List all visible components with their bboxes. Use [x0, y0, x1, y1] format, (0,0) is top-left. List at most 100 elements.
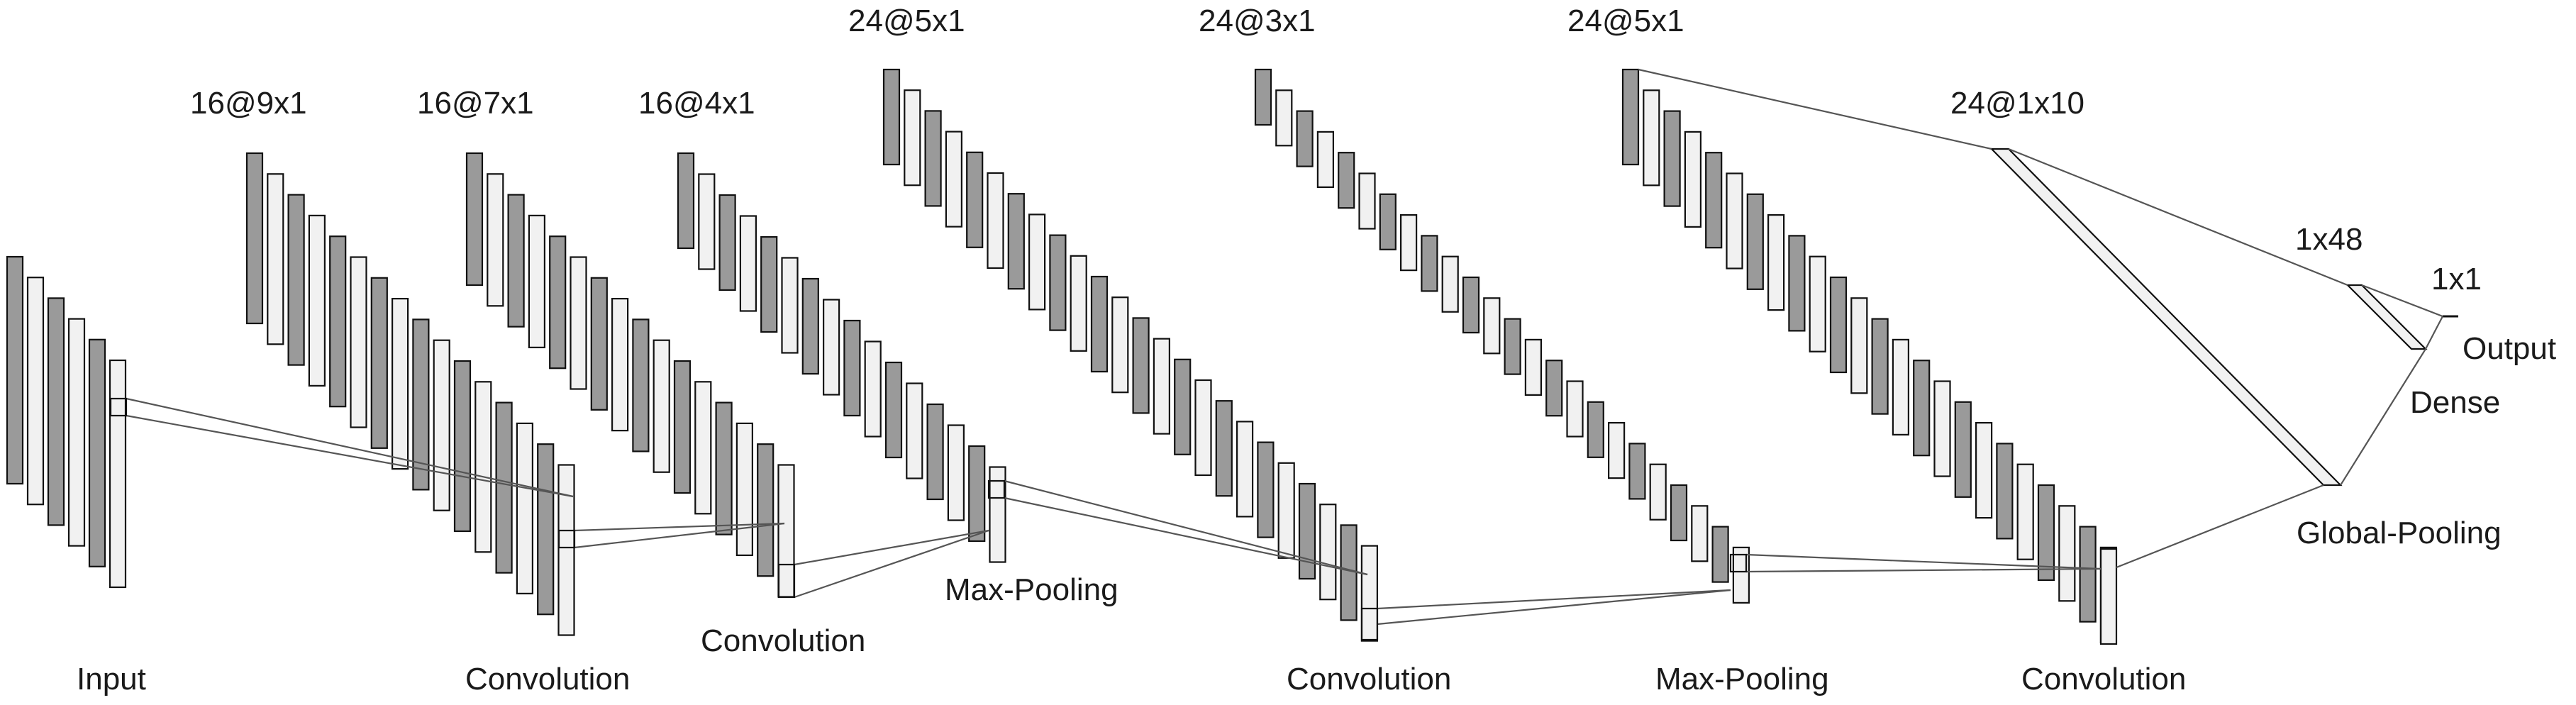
feature-map-conv3-5 [760, 235, 778, 333]
dim-label-conv4: 24@3x1 [1199, 4, 1316, 38]
feature-map-conv3-15 [968, 445, 986, 543]
feature-map-conv1-12 [474, 381, 492, 553]
labels: 16@9x1 16@7x1 16@4x1 24@5x1 24@3x1 24@5x… [77, 4, 2556, 696]
caption-conv3: Convolution [701, 623, 865, 658]
feature-map-pool2-15 [1913, 360, 1931, 457]
feature-map-pool1-18 [1236, 421, 1254, 518]
feature-map-conv4-21 [1670, 484, 1688, 542]
feature-map-conv2-2 [487, 173, 504, 307]
feature-map-pool2-23 [2079, 526, 2097, 623]
feature-map-pool2-6 [1726, 172, 1743, 270]
connector-lines [126, 68, 2443, 626]
global-pooling-bar [1989, 148, 2343, 487]
feature-map-pool2-14 [1892, 338, 1909, 435]
feature-map-input-1 [6, 255, 24, 485]
feature-map-pool2-12 [1850, 297, 1868, 394]
feature-map-conv4-14 [1524, 338, 1542, 396]
kernel-windows [109, 397, 1748, 641]
conn-dense-output-b [2425, 316, 2443, 350]
feature-map-conv4-12 [1483, 297, 1501, 355]
feature-map-conv1-3 [287, 194, 305, 366]
feature-map-conv4-1 [1254, 68, 1272, 126]
feature-map-conv2-9 [632, 318, 650, 453]
dim-label-pool1: 24@5x1 [848, 4, 965, 38]
feature-map-pool2-9 [1788, 235, 1806, 332]
dim-label-output: 1x1 [2431, 262, 2482, 296]
feature-map-conv4-13 [1504, 318, 1521, 375]
feature-map-conv1-9 [412, 318, 430, 491]
feature-map-pool2-13 [1871, 318, 1889, 415]
feature-map-stacks [6, 68, 2458, 645]
caption-input: Input [77, 662, 146, 696]
feature-map-conv1-5 [329, 235, 347, 408]
feature-map-conv2-11 [673, 360, 692, 494]
caption-gpool: Global-Pooling [2297, 516, 2502, 550]
feature-map-conv3-16 [989, 466, 1006, 563]
feature-map-conv4-23 [1711, 526, 1729, 583]
feature-map-pool2-18 [1975, 421, 1993, 519]
feature-map-conv3-12 [906, 382, 923, 479]
feature-map-pool1-9 [1049, 234, 1067, 331]
conn-pool2-conv5-b [1745, 567, 2102, 573]
feature-map-conv3-6 [781, 257, 799, 354]
feature-map-conv3-3 [718, 194, 736, 292]
feature-map-pool1-8 [1028, 213, 1046, 311]
kernel-conv4 [1360, 607, 1379, 641]
caption-pool1: Max-Pooling [945, 572, 1118, 607]
kernel-input [109, 397, 128, 417]
feature-map-pool2-4 [1684, 131, 1701, 228]
feature-map-conv3-8 [822, 299, 840, 396]
feature-map-conv5-final [2099, 548, 2118, 645]
feature-map-pool1-15 [1174, 358, 1192, 455]
conn-input-conv1-a [126, 397, 574, 498]
feature-map-conv3-4 [739, 215, 757, 312]
feature-map-pool1-19 [1257, 441, 1275, 538]
dim-label-conv1: 16@9x1 [190, 86, 307, 121]
feature-map-conv2-15 [757, 443, 775, 577]
feature-map-pool1-11 [1090, 275, 1109, 373]
conn-dense-output-a [2361, 284, 2443, 318]
feature-map-conv3-10 [864, 340, 882, 438]
feature-map-conv2-7 [590, 277, 608, 411]
feature-map-conv4-11 [1462, 276, 1480, 334]
feature-map-conv3-11 [884, 361, 903, 459]
conn-pool1-conv4-b [1004, 496, 1368, 576]
feature-map-pool2-3 [1663, 110, 1681, 207]
kernel-pool1 [987, 479, 1006, 499]
conn-conv3-pool1-b [794, 529, 989, 599]
feature-map-conv4-2 [1275, 89, 1293, 147]
feature-map-conv1-11 [453, 360, 472, 533]
feature-map-pool2-7 [1746, 193, 1764, 290]
feature-map-conv4-16 [1566, 380, 1584, 438]
feature-map-pool1-20 [1277, 462, 1295, 559]
feature-map-conv3-2 [698, 173, 716, 270]
feature-map-conv2-1 [465, 152, 484, 287]
feature-map-pool1-21 [1298, 482, 1316, 580]
caption-conv2: Convolution [465, 662, 630, 696]
feature-map-conv2-6 [570, 256, 587, 390]
feature-map-conv1-13 [495, 401, 513, 574]
dim-label-conv3: 16@4x1 [638, 86, 755, 121]
feature-map-conv4-3 [1296, 110, 1314, 167]
caption-pool2: Max-Pooling [1655, 662, 1829, 696]
conn-gpool-dense-bot [2340, 348, 2426, 486]
feature-map-pool2-19 [1996, 443, 2014, 540]
feature-map-conv1-7 [370, 277, 388, 449]
feature-map-pool2-17 [1954, 401, 1972, 498]
conn-input-conv1-b [126, 414, 574, 498]
feature-map-pool2-1 [1621, 68, 1640, 166]
dim-label-dense: 1x48 [2295, 222, 2363, 257]
feature-map-pool1-7 [1007, 193, 1025, 290]
feature-map-conv1-8 [391, 298, 409, 470]
conn-conv3-pool1-a [794, 529, 989, 566]
dim-label-pool2: 24@5x1 [1567, 4, 1684, 38]
feature-map-conv4-24 [1732, 546, 1750, 604]
feature-map-conv2-4 [528, 214, 546, 348]
feature-map-conv3-9 [843, 319, 861, 417]
feature-map-pool2-20 [2016, 463, 2034, 560]
feature-map-conv4-19 [1628, 443, 1646, 500]
feature-map-conv4-6 [1358, 172, 1376, 230]
feature-map-conv4-15 [1545, 360, 1563, 417]
feature-map-conv2-12 [694, 381, 712, 515]
feature-map-conv1-10 [433, 339, 450, 511]
